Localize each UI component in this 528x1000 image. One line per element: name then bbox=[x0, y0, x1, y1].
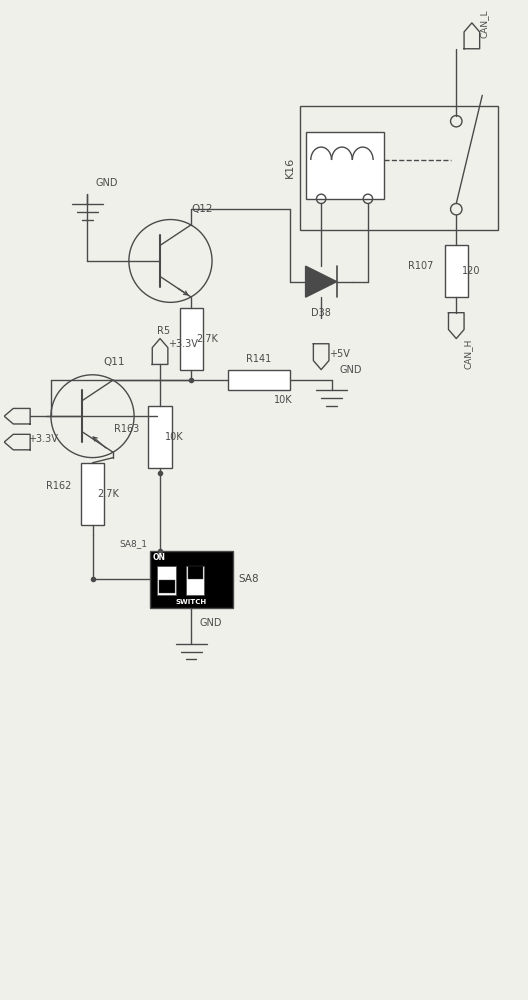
Bar bbox=[159, 580, 175, 593]
Text: D38: D38 bbox=[311, 308, 331, 318]
Text: GND: GND bbox=[199, 618, 222, 628]
Bar bbox=[149, 551, 233, 608]
Bar bbox=[180, 308, 203, 370]
Text: R141: R141 bbox=[246, 354, 271, 364]
Text: CAN_H: CAN_H bbox=[464, 339, 473, 369]
Bar bbox=[157, 566, 176, 595]
Text: R107: R107 bbox=[408, 261, 433, 271]
Text: GND: GND bbox=[340, 365, 362, 375]
Text: R5: R5 bbox=[157, 326, 171, 336]
Text: 10K: 10K bbox=[275, 395, 293, 405]
Polygon shape bbox=[306, 266, 337, 297]
Text: K16: K16 bbox=[285, 157, 295, 178]
Text: SA8: SA8 bbox=[238, 574, 259, 584]
Bar bbox=[186, 566, 204, 595]
Text: GND: GND bbox=[95, 178, 118, 188]
Text: +5V: +5V bbox=[329, 349, 350, 359]
Text: 120: 120 bbox=[461, 266, 480, 276]
Text: R163: R163 bbox=[114, 424, 139, 434]
Bar bbox=[445, 245, 468, 297]
Bar bbox=[300, 106, 498, 230]
Bar bbox=[228, 370, 290, 390]
Bar bbox=[187, 566, 203, 579]
Text: +3.3V: +3.3V bbox=[27, 434, 58, 444]
Bar bbox=[306, 132, 383, 199]
Text: Q12: Q12 bbox=[191, 204, 213, 214]
Text: R162: R162 bbox=[46, 481, 72, 491]
Bar bbox=[148, 406, 172, 468]
Text: SA8_1: SA8_1 bbox=[119, 539, 147, 548]
Text: SWITCH: SWITCH bbox=[176, 599, 207, 605]
Bar bbox=[81, 463, 104, 525]
Text: ON: ON bbox=[152, 553, 165, 562]
Text: Q11: Q11 bbox=[103, 357, 125, 367]
Text: +3.3V: +3.3V bbox=[168, 339, 198, 349]
Text: 2.7K: 2.7K bbox=[196, 334, 218, 344]
Text: 10K: 10K bbox=[165, 432, 184, 442]
Text: CAN_L: CAN_L bbox=[479, 10, 488, 38]
Text: 2.7K: 2.7K bbox=[98, 489, 119, 499]
